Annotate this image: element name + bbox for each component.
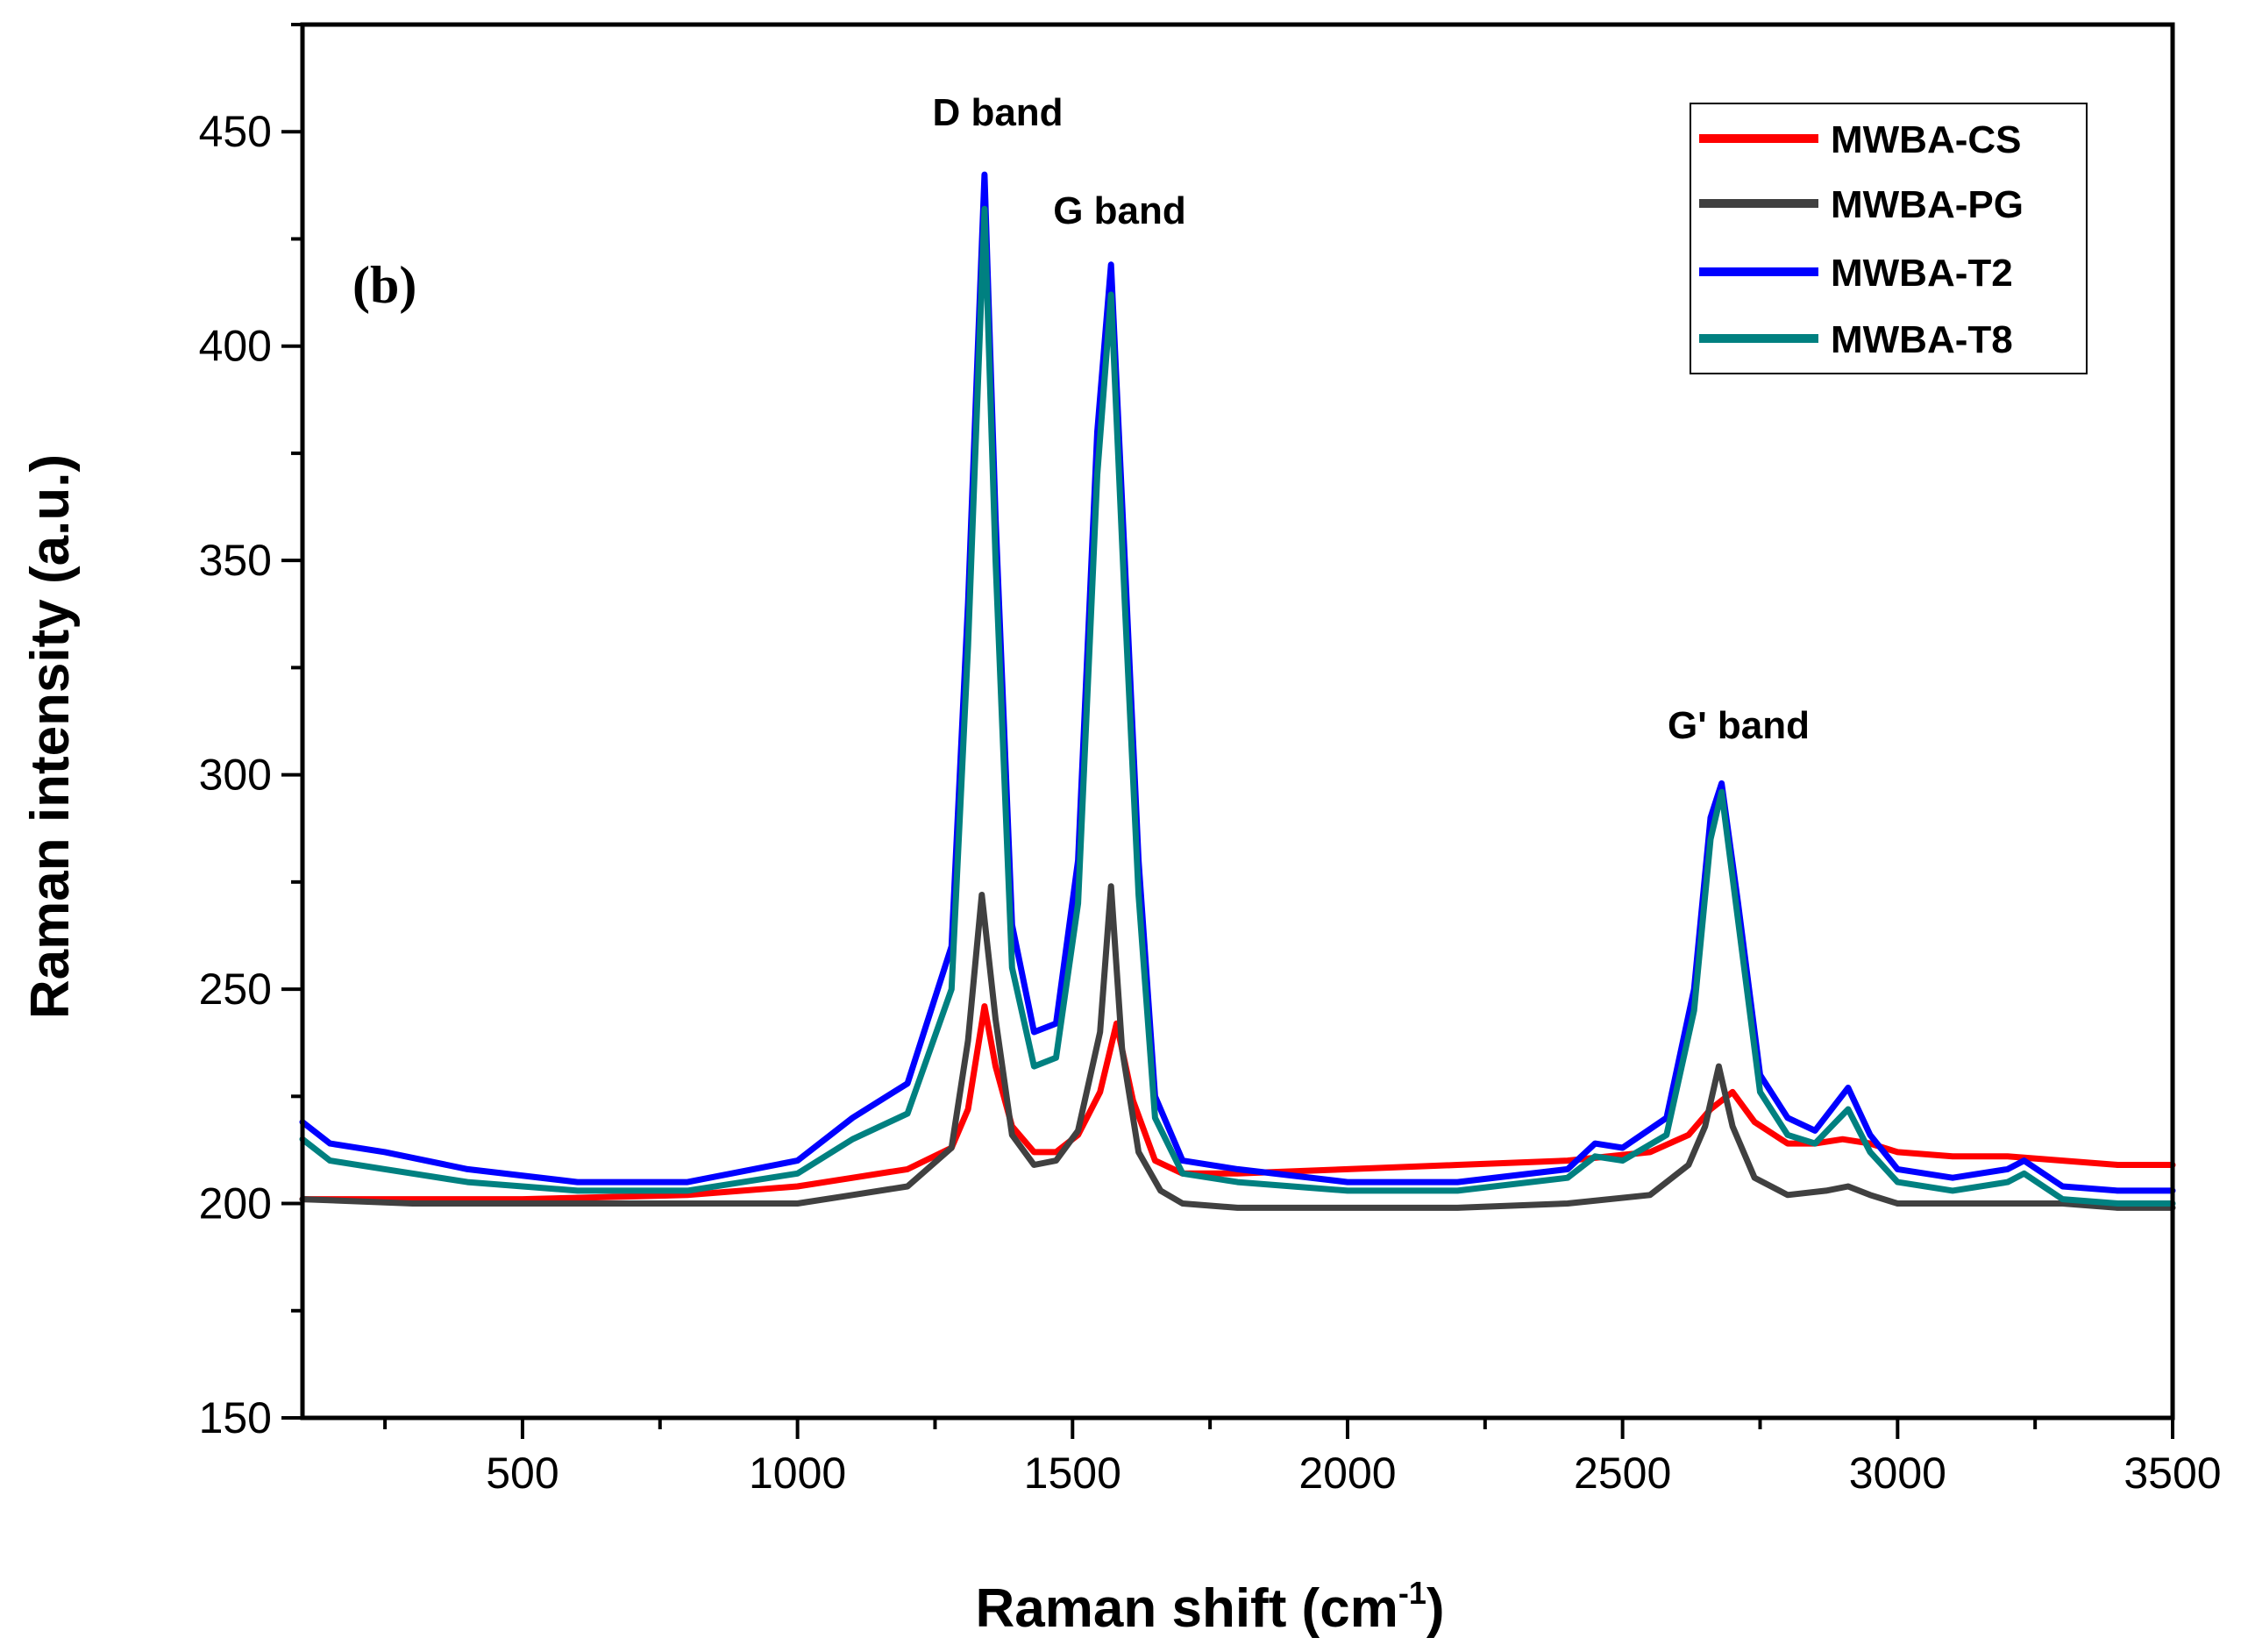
x-axis-title: Raman shift (cm-1) [976, 1575, 1445, 1639]
series-line-mwba-t8 [299, 205, 2176, 1207]
legend-label-mwba-t8: MWBA-T8 [1831, 318, 2013, 361]
plot-frame [300, 22, 2175, 1421]
legend: MWBA-CS MWBA-PG MWBA-T2 MWBA-T8 [1690, 103, 2088, 374]
x-tick-label-2500: 2500 [1574, 1449, 1671, 1498]
x-tick-label-3500: 3500 [2124, 1449, 2221, 1498]
annotation-g-band: G band [1053, 189, 1186, 232]
y-tick-label-400: 400 [199, 322, 272, 371]
y-tick-label-300: 300 [199, 751, 272, 800]
legend-label-mwba-t2: MWBA-T2 [1831, 252, 2013, 295]
x-axis: 500 1000 1500 2000 2500 3000 3500 [383, 1418, 2222, 1498]
y-tick-label-250: 250 [199, 965, 272, 1014]
x-tick-label-500: 500 [486, 1449, 558, 1498]
series-layer [299, 171, 2176, 1211]
y-tick-label-200: 200 [199, 1179, 272, 1228]
x-axis-title-main: Raman shift (cm [976, 1578, 1398, 1639]
panel-label: (b) [352, 256, 416, 314]
y-tick-label-450: 450 [199, 107, 272, 156]
annotation-g-prime-band: G' band [1668, 704, 1810, 747]
series-line-mwba-t2 [299, 171, 2176, 1194]
x-tick-label-2000: 2000 [1298, 1449, 1396, 1498]
y-tick-label-150: 150 [199, 1393, 272, 1442]
x-tick-label-1500: 1500 [1024, 1449, 1121, 1498]
legend-label-mwba-cs: MWBA-CS [1831, 118, 2022, 161]
y-axis: 150 200 250 300 350 400 450 [199, 23, 302, 1442]
x-axis-title-superscript: -1 [1398, 1575, 1426, 1611]
x-tick-label-1000: 1000 [749, 1449, 846, 1498]
x-tick-label-3000: 3000 [1849, 1449, 1946, 1498]
y-axis-title: Raman intensity (a.u.) [20, 454, 81, 1019]
series-line-mwba-pg [299, 883, 2176, 1211]
x-axis-title-close: ) [1426, 1578, 1445, 1639]
y-tick-label-350: 350 [199, 536, 272, 585]
annotation-d-band: D band [932, 91, 1063, 134]
legend-label-mwba-pg: MWBA-PG [1831, 183, 2024, 226]
legend-box [1690, 103, 2088, 374]
annotations: D band G band G' band [932, 91, 1810, 747]
